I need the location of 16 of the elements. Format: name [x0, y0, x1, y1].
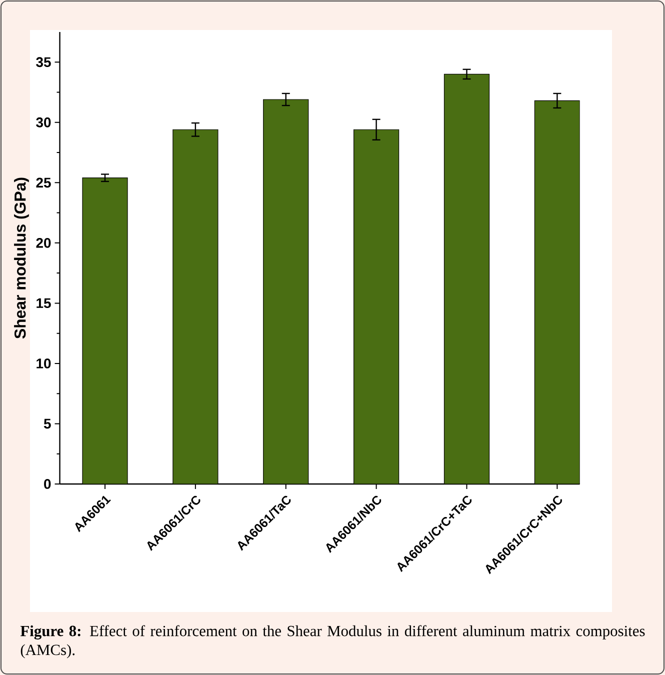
- bar: [354, 129, 400, 484]
- bar: [172, 129, 218, 484]
- bar: [534, 100, 580, 484]
- y-tick-label: 0: [44, 479, 51, 489]
- y-axis-title: Shear modulus (GPa): [14, 178, 29, 339]
- bar: [263, 99, 309, 484]
- y-tick-label: 25: [36, 178, 51, 188]
- y-tick-label: 5: [44, 418, 51, 429]
- text: Figure 8: Effect of reinforcement on the Shear Modulus in different aluminum matrix composites (AMCs).: [20, 625, 645, 658]
- y-tick-label: 15: [36, 298, 51, 308]
- y-tick-label: 20: [36, 238, 51, 248]
- bar: [82, 178, 128, 484]
- y-tick-label: 30: [36, 117, 51, 128]
- y-tick-label: 10: [36, 358, 51, 368]
- y-tick-label: 35: [36, 57, 51, 68]
- bar: [444, 74, 490, 484]
